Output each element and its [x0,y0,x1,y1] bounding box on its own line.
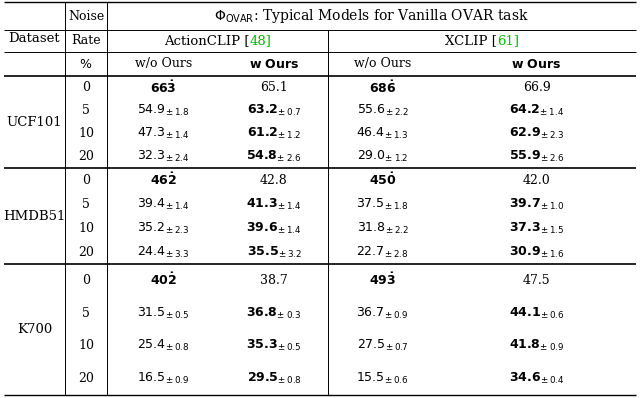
Text: 0: 0 [82,274,90,287]
Text: 48]: 48] [250,35,271,47]
Text: XCLIP [: XCLIP [ [445,35,497,47]
Text: $\mathbf{63.2}_{\!\pm0.7}$: $\mathbf{63.2}_{\!\pm0.7}$ [247,103,301,118]
Text: $47.3_{\!\pm1.4}$: $47.3_{\!\pm1.4}$ [137,126,190,141]
Text: $\mathbf{41.3}_{\!\pm1.4}$: $\mathbf{41.3}_{\!\pm1.4}$ [246,197,302,212]
Text: 0: 0 [82,174,90,187]
Text: K700: K700 [17,323,52,336]
Text: $\mathbf{61.2}_{\!\pm1.2}$: $\mathbf{61.2}_{\!\pm1.2}$ [247,126,301,141]
Text: $22.7_{\!\pm2.8}$: $22.7_{\!\pm2.8}$ [356,244,409,259]
Text: $\mathbf{41.8}_{\!\pm0.9}$: $\mathbf{41.8}_{\!\pm0.9}$ [509,338,564,353]
Text: $31.5_{\!\pm0.5}$: $31.5_{\!\pm0.5}$ [137,306,189,321]
Text: $\Phi_{\mathrm{OVAR}}$: Typical Models for Vanilla OVAR task: $\Phi_{\mathrm{OVAR}}$: Typical Models f… [214,7,529,25]
Text: 42.8: 42.8 [260,174,288,187]
Text: 5: 5 [82,104,90,117]
Text: 42.0: 42.0 [523,174,550,187]
Text: $36.7_{\!\pm0.9}$: $36.7_{\!\pm0.9}$ [356,306,409,321]
Text: 5: 5 [82,197,90,211]
Text: $\mathbf{36.8}_{\!\pm0.3}$: $\mathbf{36.8}_{\!\pm0.3}$ [246,306,301,321]
Text: $\%$: $\%$ [79,57,93,70]
Text: 10: 10 [78,222,94,234]
Text: 10: 10 [78,339,94,352]
Text: 10: 10 [78,127,94,140]
Text: $\mathbf{39.6}_{\!\pm1.4}$: $\mathbf{39.6}_{\!\pm1.4}$ [246,220,302,236]
Text: $27.5_{\!\pm0.7}$: $27.5_{\!\pm0.7}$ [356,338,408,353]
Text: $\mathbf{64.2}_{\!\pm1.4}$: $\mathbf{64.2}_{\!\pm1.4}$ [509,103,564,118]
Text: $24.4_{\!\pm3.3}$: $24.4_{\!\pm3.3}$ [137,244,189,259]
Text: $39.4_{\!\pm1.4}$: $39.4_{\!\pm1.4}$ [137,197,190,212]
Text: $32.3_{\!\pm2.4}$: $32.3_{\!\pm2.4}$ [137,149,190,164]
Text: $16.5_{\!\pm0.9}$: $16.5_{\!\pm0.9}$ [137,371,189,386]
Text: $\mathbf{29.5}_{\!\pm0.8}$: $\mathbf{29.5}_{\!\pm0.8}$ [246,371,301,386]
Text: $15.5_{\!\pm0.6}$: $15.5_{\!\pm0.6}$ [356,371,409,386]
Text: $\mathbf{35.3}_{\!\pm0.5}$: $\mathbf{35.3}_{\!\pm0.5}$ [246,338,301,353]
Text: 20: 20 [78,246,94,258]
Text: $35.2_{\!\pm2.3}$: $35.2_{\!\pm2.3}$ [137,220,189,236]
Text: 47.5: 47.5 [523,274,550,287]
Text: 66.9: 66.9 [523,81,550,94]
Text: $\mathbf{30.9}_{\!\pm1.6}$: $\mathbf{30.9}_{\!\pm1.6}$ [509,244,564,259]
Text: UCF101: UCF101 [6,115,62,129]
Text: $\mathbf{45\.0}$: $\mathbf{45\.0}$ [369,172,396,188]
Text: w/o Ours: w/o Ours [135,57,192,70]
Text: $46.4_{\!\pm1.3}$: $46.4_{\!\pm1.3}$ [356,126,409,141]
Text: $54.9_{\!\pm1.8}$: $54.9_{\!\pm1.8}$ [138,103,189,118]
Text: $\mathbf{62.9}_{\!\pm2.3}$: $\mathbf{62.9}_{\!\pm2.3}$ [509,126,564,141]
Text: $\mathbf{34.6}_{\!\pm0.4}$: $\mathbf{34.6}_{\!\pm0.4}$ [509,371,564,386]
Text: HMDB51: HMDB51 [3,209,66,222]
Text: $\mathbf{66\.3}$: $\mathbf{66\.3}$ [150,80,177,96]
Text: $\mathbf{39.7}_{\!\pm1.0}$: $\mathbf{39.7}_{\!\pm1.0}$ [509,197,564,212]
Text: $\mathbf{44.1}_{\!\pm0.6}$: $\mathbf{44.1}_{\!\pm0.6}$ [509,306,564,321]
Text: 5: 5 [82,306,90,320]
Text: 38.7: 38.7 [260,274,288,287]
Text: $\mathbf{37.3}_{\!\pm1.5}$: $\mathbf{37.3}_{\!\pm1.5}$ [509,220,564,236]
Text: $\mathbf{35.5}_{\!\pm3.2}$: $\mathbf{35.5}_{\!\pm3.2}$ [246,244,301,259]
Text: 20: 20 [78,150,94,163]
Text: Rate: Rate [71,35,101,47]
Text: $\mathbf{w\ Ours}$: $\mathbf{w\ Ours}$ [249,57,299,70]
Text: Dataset: Dataset [9,33,60,45]
Text: 0: 0 [82,81,90,94]
Text: $\mathbf{49\.3}$: $\mathbf{49\.3}$ [369,272,396,289]
Text: $31.8_{\!\pm2.2}$: $31.8_{\!\pm2.2}$ [356,220,408,236]
Text: $25.4_{\!\pm0.8}$: $25.4_{\!\pm0.8}$ [138,338,189,353]
Text: $\mathbf{46\.2}$: $\mathbf{46\.2}$ [150,172,177,188]
Text: $\mathbf{54.8}_{\!\pm2.6}$: $\mathbf{54.8}_{\!\pm2.6}$ [246,149,301,164]
Text: 20: 20 [78,372,94,385]
Text: $\mathbf{w\ Ours}$: $\mathbf{w\ Ours}$ [511,57,561,70]
Text: $\mathbf{55.9}_{\!\pm2.6}$: $\mathbf{55.9}_{\!\pm2.6}$ [509,149,564,164]
Text: $\mathbf{40\.2}$: $\mathbf{40\.2}$ [150,272,177,289]
Text: $37.5_{\!\pm1.8}$: $37.5_{\!\pm1.8}$ [356,197,409,212]
Text: w/o Ours: w/o Ours [354,57,411,70]
Text: $29.0_{\!\pm1.2}$: $29.0_{\!\pm1.2}$ [356,149,408,164]
Text: 61]: 61] [497,35,519,47]
Text: ActionCLIP [: ActionCLIP [ [164,35,250,47]
Text: Noise: Noise [68,10,104,23]
Text: $55.6_{\!\pm2.2}$: $55.6_{\!\pm2.2}$ [356,103,408,118]
Text: $\mathbf{68\.6}$: $\mathbf{68\.6}$ [369,80,396,96]
Text: 65.1: 65.1 [260,81,288,94]
